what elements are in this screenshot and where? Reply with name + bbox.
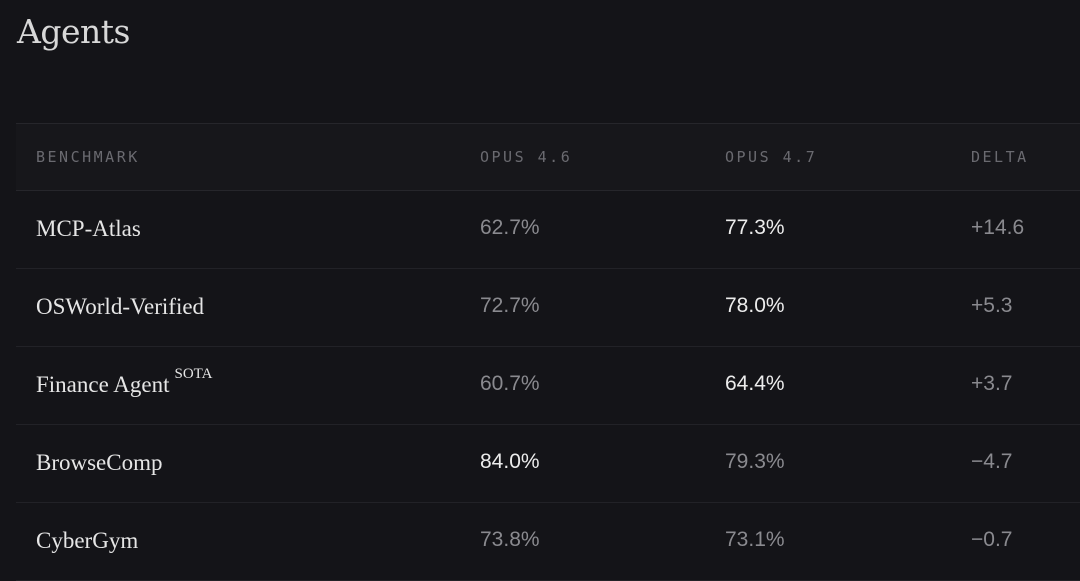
benchmark-label: OSWorld-Verified bbox=[36, 294, 205, 319]
delta-value: −0.7 bbox=[971, 528, 1013, 551]
opus-4-6-score: 73.8% bbox=[480, 528, 540, 551]
table-row: CyberGym 73.8% 73.1% −0.7 bbox=[16, 503, 1080, 581]
table-row: OSWorld-Verified 72.7% 78.0% +5.3 bbox=[16, 269, 1080, 347]
opus-4-7-score: 77.3% bbox=[725, 216, 785, 239]
header-opus-4-7: OPUS 4.7 bbox=[725, 148, 818, 166]
delta-value: −4.7 bbox=[971, 450, 1013, 473]
sota-badge: SOTA bbox=[174, 366, 213, 382]
opus-4-6-score: 84.0% bbox=[480, 450, 540, 473]
benchmark-label: BrowseComp bbox=[36, 450, 163, 475]
header-opus-4-6: OPUS 4.6 bbox=[480, 148, 573, 166]
delta-value: +5.3 bbox=[971, 294, 1013, 317]
header-benchmark: BENCHMARK bbox=[36, 148, 140, 166]
delta-value: +14.6 bbox=[971, 216, 1025, 239]
opus-4-6-score: 72.7% bbox=[480, 294, 540, 317]
opus-4-6-score: 62.7% bbox=[480, 216, 540, 239]
section-title: Agents bbox=[17, 12, 130, 51]
header-delta: DELTA bbox=[971, 148, 1029, 166]
table-row: Finance Agent SOTA 60.7% 64.4% +3.7 bbox=[16, 347, 1080, 425]
table-row: MCP-Atlas 62.7% 77.3% +14.6 bbox=[16, 191, 1080, 269]
opus-4-7-score: 73.1% bbox=[725, 528, 785, 551]
delta-value: +3.7 bbox=[971, 372, 1013, 395]
benchmark-label: Finance Agent bbox=[36, 372, 170, 397]
opus-4-7-score: 64.4% bbox=[725, 372, 785, 395]
opus-4-7-score: 78.0% bbox=[725, 294, 785, 317]
benchmark-label: CyberGym bbox=[36, 528, 139, 553]
benchmark-name: OSWorld-Verified bbox=[36, 294, 204, 320]
benchmark-label: MCP-Atlas bbox=[36, 216, 141, 241]
table-row: BrowseComp 84.0% 79.3% −4.7 bbox=[16, 425, 1080, 503]
benchmark-name: BrowseComp bbox=[36, 450, 163, 476]
opus-4-6-score: 60.7% bbox=[480, 372, 540, 395]
benchmark-name: Finance Agent SOTA bbox=[36, 366, 212, 398]
benchmark-name: CyberGym bbox=[36, 528, 138, 554]
opus-4-7-score: 79.3% bbox=[725, 450, 785, 473]
table-header: BENCHMARK OPUS 4.6 OPUS 4.7 DELTA bbox=[16, 123, 1080, 191]
benchmark-name: MCP-Atlas bbox=[36, 216, 141, 242]
benchmark-table: BENCHMARK OPUS 4.6 OPUS 4.7 DELTA MCP-At… bbox=[16, 123, 1080, 581]
